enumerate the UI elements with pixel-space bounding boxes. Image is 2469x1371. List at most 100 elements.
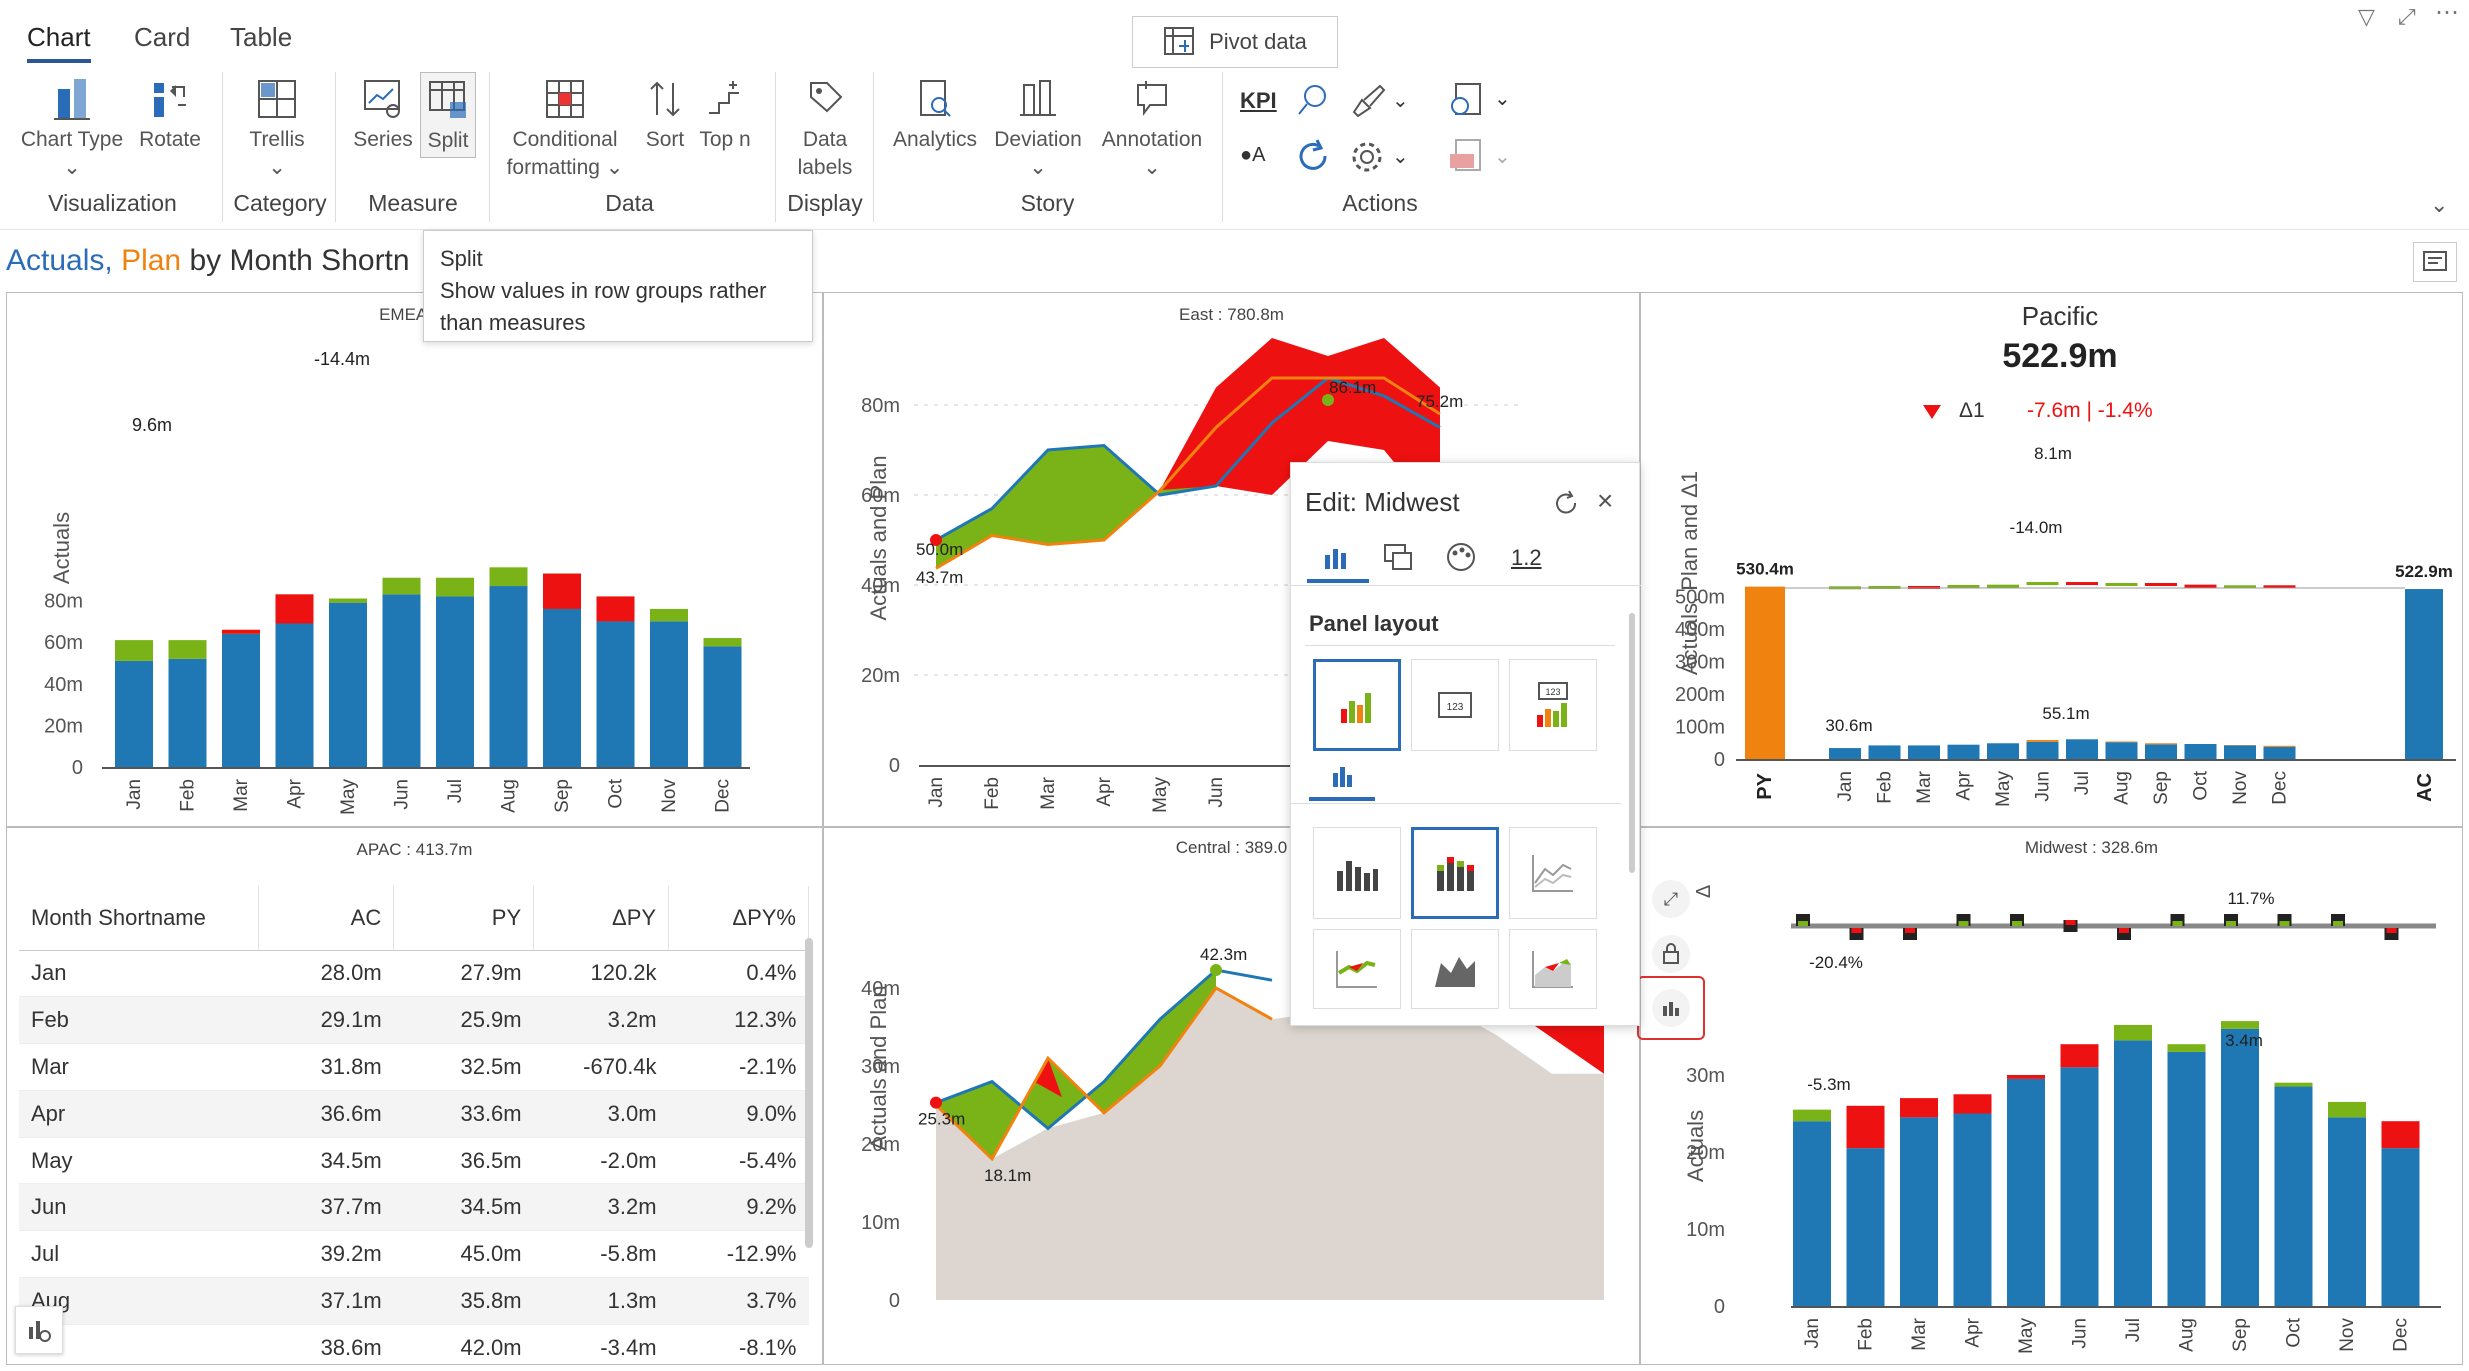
data-labels-button[interactable]: Data labels — [785, 72, 865, 182]
split-button[interactable]: Split — [420, 72, 476, 158]
col-dpy[interactable]: ΔPY — [533, 886, 670, 951]
table-row[interactable]: Feb 29.1m 25.9m 3.2m 12.3% — [19, 996, 809, 1045]
table-row[interactable]: Aug 37.1m 35.8m 1.3m 3.7% — [19, 1277, 809, 1325]
search-icon[interactable] — [1295, 82, 1331, 118]
panel-midwest[interactable]: 11.7% -20.4% 30m 20m 10m 0 Actuals Jan Feb Mar Apr… — [1640, 827, 2463, 1365]
tab-chart[interactable]: Chart — [27, 22, 91, 63]
waterfall-delta — [1947, 584, 1980, 588]
series-button[interactable]: Series — [350, 72, 416, 154]
table-row[interactable]: Jul 39.2m 45.0m -5.8m -12.9% — [19, 1230, 809, 1279]
variant-bar-tile[interactable] — [1313, 827, 1401, 919]
popup-tab-number-format[interactable]: 1.2 — [1511, 545, 1542, 570]
close-icon[interactable]: × — [1597, 485, 1614, 516]
comment-icon — [2423, 251, 2447, 271]
side-lock-button[interactable] — [1652, 935, 1690, 973]
variant-line-tile[interactable] — [1509, 827, 1597, 919]
group-data: Data — [605, 190, 654, 216]
annotation-button[interactable]: Annotation ⌄ — [1094, 72, 1210, 182]
top-n-button[interactable]: Top n — [694, 72, 756, 154]
kpi-button[interactable]: KPI — [1240, 88, 1277, 113]
line-icon — [1532, 855, 1573, 892]
tab-card[interactable]: Card — [134, 22, 191, 52]
panel-settings-button[interactable] — [15, 1306, 63, 1354]
trellis-button[interactable]: Trellis ⌄ — [235, 72, 319, 182]
group-measure: Measure — [368, 190, 458, 216]
data-label: 50.0m — [916, 540, 963, 559]
chart-variant-tab-icon[interactable] — [1329, 763, 1355, 789]
deviation-button[interactable]: Deviation ⌄ — [990, 72, 1086, 182]
layout-chart-only-tile[interactable] — [1313, 659, 1401, 751]
variant-area-deviation-tile[interactable] — [1313, 929, 1401, 1009]
data-label: 18.1m — [984, 1166, 1031, 1185]
collapse-ribbon-icon[interactable]: ⌄ — [2430, 192, 2449, 217]
y-tick-label: 20m — [1686, 1142, 1725, 1164]
comment-button[interactable] — [2413, 242, 2457, 282]
svg-text:123: 123 — [1545, 687, 1560, 697]
table-cell: 3.2m — [533, 996, 669, 1045]
settings-toggle-icon[interactable]: ●A — [1240, 144, 1266, 166]
chevron-down-icon[interactable]: ⌄ — [1494, 146, 1511, 168]
table-cell: 39.2m — [258, 1230, 394, 1279]
x-tick-label: Mar — [1914, 770, 1935, 803]
y-tick-label: 20m — [861, 1134, 900, 1156]
table-row[interactable]: Jan 28.0m 27.9m 120.2k 0.4% — [19, 950, 809, 998]
analytics-button[interactable]: Analytics — [885, 72, 985, 154]
variant-area-line-tile[interactable] — [1509, 929, 1597, 1009]
layout-number-chart-tile[interactable]: 123 — [1509, 659, 1597, 751]
table-row[interactable]: Jun 37.7m 34.5m 3.2m 9.2% — [19, 1183, 809, 1232]
refresh-icon[interactable] — [1295, 138, 1331, 174]
side-chart-button[interactable] — [1637, 976, 1705, 1040]
table-row[interactable]: Mar 31.8m 32.5m -670.4k -2.1% — [19, 1043, 809, 1091]
expand-icon[interactable]: ⤢ — [2398, 4, 2416, 29]
variant-area-tile[interactable] — [1411, 929, 1499, 1009]
chevron-down-icon[interactable]: ⌄ — [1494, 88, 1511, 110]
bar-variance-good — [115, 640, 153, 661]
sort-button[interactable]: Sort — [640, 72, 690, 154]
gear-icon[interactable] — [1350, 140, 1384, 174]
panel-emea[interactable]: 80m 60m 40m 20m 0 Actuals Jan Feb Mar Apr May Jun Ju… — [6, 292, 823, 827]
pdf-icon[interactable] — [1448, 138, 1484, 174]
palette-icon[interactable] — [1445, 541, 1477, 573]
more-options-icon[interactable]: ⋯ — [2435, 0, 2459, 26]
col-dpy-pct[interactable]: ΔPY% — [668, 886, 809, 951]
table-row[interactable]: Apr 36.6m 33.6m 3.0m 9.0% — [19, 1090, 809, 1138]
panel-pacific[interactable]: Pacific 522.9m Δ1 -7.6m | -1.4% 500m 400m 300m… — [1640, 292, 2463, 827]
y-tick-label: 30m — [861, 1056, 900, 1078]
popup-scrollbar[interactable] — [1629, 613, 1635, 873]
y-axis-label: Actuals — [1683, 1110, 1708, 1182]
lock-icon — [1663, 943, 1679, 964]
pacific-total: 522.9m — [2002, 337, 2117, 375]
panel-apac[interactable]: APAC : 413.7m Month Shortname AC PY ΔPY … — [6, 827, 823, 1365]
layout-number-only-tile[interactable]: 123 — [1411, 659, 1499, 751]
x-tick-label: Sep — [2151, 771, 2172, 805]
bar-variance-good — [2221, 1021, 2259, 1029]
export-settings-icon[interactable] — [1448, 82, 1484, 118]
y-tick-label: 40m — [44, 674, 83, 696]
col-month[interactable]: Month Shortname — [19, 886, 260, 951]
table-row[interactable]: 38.6m 42.0m -3.4m -8.1% — [19, 1324, 809, 1364]
pivot-data-button[interactable]: Pivot data — [1132, 16, 1338, 68]
x-tick-label: Jan — [1802, 1318, 1823, 1349]
rotate-button[interactable]: Rotate — [135, 72, 205, 154]
table-cell: 42.0m — [393, 1324, 534, 1364]
filter-icon[interactable]: ▽ — [2358, 4, 2375, 29]
pin-head — [2333, 921, 2343, 926]
tab-table[interactable]: Table — [230, 22, 293, 52]
popup-tab-chart-icon[interactable] — [1321, 543, 1351, 571]
col-ac[interactable]: AC — [258, 886, 395, 951]
side-expand-button[interactable]: ⤢ — [1652, 880, 1690, 918]
paint-brush-icon[interactable] — [1350, 82, 1386, 118]
col-py[interactable]: PY — [393, 886, 535, 951]
popup-tab-layout-icon[interactable] — [1383, 543, 1413, 571]
conditional-formatting-button[interactable]: Conditional formatting ⌄ — [497, 72, 633, 182]
table-row[interactable]: May 34.5m 36.5m -2.0m -5.4% — [19, 1137, 809, 1185]
table-scrollbar[interactable] — [805, 938, 813, 1248]
chevron-down-icon[interactable]: ⌄ — [1392, 146, 1409, 168]
table-cell: 12.3% — [668, 996, 809, 1045]
reset-icon[interactable] — [1553, 489, 1581, 517]
table-cell: 34.5m — [258, 1137, 394, 1185]
sort-icon — [650, 81, 680, 117]
variant-stacked-tile[interactable] — [1411, 827, 1499, 919]
chevron-down-icon[interactable]: ⌄ — [1392, 90, 1409, 112]
chart-type-button[interactable]: Chart Type ⌄ — [20, 72, 124, 182]
